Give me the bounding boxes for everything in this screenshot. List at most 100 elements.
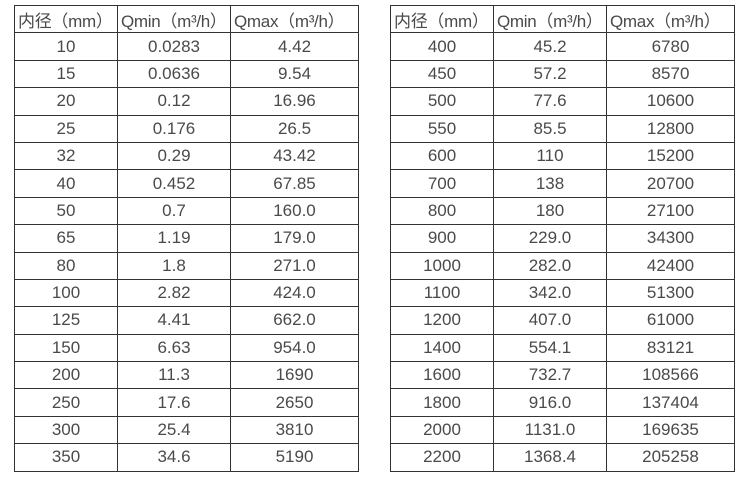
table-row: 25 0.176 26.5 [14, 114, 359, 143]
table-cell: 20700 [606, 169, 735, 198]
table-row: 450 57.2 8570 [390, 59, 735, 89]
table-cell: 179.0 [230, 224, 359, 253]
table-cell: 34300 [606, 224, 735, 253]
table-cell: 900 [390, 224, 494, 253]
table-cell: 1800 [390, 388, 494, 417]
table-cell: 11.3 [117, 361, 231, 390]
table-cell: 34.6 [117, 443, 231, 472]
table-row: 1100 342.0 51300 [390, 278, 735, 308]
table-row: 1200 407.0 61000 [390, 306, 735, 335]
table-cell: 26.5 [230, 114, 359, 143]
table-row: 250 17.6 2650 [14, 388, 359, 417]
table-row: 150 6.63 954.0 [14, 333, 359, 363]
table-cell: 15200 [606, 141, 735, 171]
table-cell: 1690 [230, 361, 359, 390]
table-cell: 6780 [606, 32, 735, 61]
column-header-qmin: Qmin（m³/h） [493, 4, 607, 34]
table-cell: 2.82 [117, 278, 231, 308]
column-header-inner-diameter: 内径（mm） [390, 4, 494, 34]
table-cell: 2200 [390, 443, 494, 472]
table-cell: 180 [493, 196, 607, 226]
table-row: 800 180 27100 [390, 196, 735, 226]
column-header-qmin: Qmin（m³/h） [117, 4, 231, 34]
table-row: 1800 916.0 137404 [390, 388, 735, 417]
table-cell: 8570 [606, 59, 735, 89]
table-cell: 27100 [606, 196, 735, 226]
table-cell: 5190 [230, 443, 359, 472]
table-cell: 342.0 [493, 278, 607, 308]
table-cell: 2650 [230, 388, 359, 417]
table-cell: 65 [14, 224, 118, 253]
table-cell: 110 [493, 141, 607, 171]
table-row: 15 0.0636 9.54 [14, 59, 359, 89]
table-row: 900 229.0 34300 [390, 224, 735, 253]
table-cell: 1.19 [117, 224, 231, 253]
flow-table-small-diameter: 内径（mm） Qmin（m³/h） Qmax（m³/h） 10 0.0283 4.4… [14, 4, 359, 472]
table-cell: 0.176 [117, 114, 231, 143]
table-cell: 3810 [230, 415, 359, 445]
table-cell: 0.29 [117, 141, 231, 171]
table-cell: 83121 [606, 333, 735, 363]
table-cell: 43.42 [230, 141, 359, 171]
table-row: 100 2.82 424.0 [14, 278, 359, 308]
column-header-qmax: Qmax（m³/h） [230, 4, 359, 34]
table-cell: 250 [14, 388, 118, 417]
table-cell: 10 [14, 32, 118, 61]
table-row: 50 0.7 160.0 [14, 196, 359, 226]
table-cell: 20 [14, 87, 118, 116]
table-cell: 1.8 [117, 251, 231, 280]
table-cell: 550 [390, 114, 494, 143]
table-cell: 1600 [390, 361, 494, 390]
table-cell: 0.12 [117, 87, 231, 116]
table-cell: 100 [14, 278, 118, 308]
table-cell: 4.41 [117, 306, 231, 335]
table-cell: 85.5 [493, 114, 607, 143]
table-cell: 61000 [606, 306, 735, 335]
table-cell: 57.2 [493, 59, 607, 89]
table-cell: 77.6 [493, 87, 607, 116]
table-row: 300 25.4 3810 [14, 415, 359, 445]
header-row: 内径（mm） Qmin（m³/h） Qmax（m³/h） [14, 4, 359, 34]
table-cell: 0.7 [117, 196, 231, 226]
table-cell: 25.4 [117, 415, 231, 445]
table-row: 2200 1368.4 205258 [390, 443, 735, 472]
table-cell: 350 [14, 443, 118, 472]
table-cell: 9.54 [230, 59, 359, 89]
table-cell: 40 [14, 169, 118, 198]
column-header-qmax: Qmax（m³/h） [606, 4, 735, 34]
table-row: 200 11.3 1690 [14, 361, 359, 390]
table-cell: 1000 [390, 251, 494, 280]
table-cell: 42400 [606, 251, 735, 280]
table-cell: 12800 [606, 114, 735, 143]
table-cell: 271.0 [230, 251, 359, 280]
table-cell: 200 [14, 361, 118, 390]
table-cell: 662.0 [230, 306, 359, 335]
table-row: 125 4.41 662.0 [14, 306, 359, 335]
table-row: 2000 1131.0 169635 [390, 415, 735, 445]
table-cell: 67.85 [230, 169, 359, 198]
table-row: 350 34.6 5190 [14, 443, 359, 472]
table-cell: 32 [14, 141, 118, 171]
table-cell: 2000 [390, 415, 494, 445]
table-cell: 17.6 [117, 388, 231, 417]
table-cell: 282.0 [493, 251, 607, 280]
table-cell: 1368.4 [493, 443, 607, 472]
table-cell: 700 [390, 169, 494, 198]
table-cell: 229.0 [493, 224, 607, 253]
table-row: 550 85.5 12800 [390, 114, 735, 143]
table-cell: 800 [390, 196, 494, 226]
table-cell: 108566 [606, 361, 735, 390]
table-cell: 150 [14, 333, 118, 363]
table-cell: 400 [390, 32, 494, 61]
table-cell: 1200 [390, 306, 494, 335]
table-cell: 15 [14, 59, 118, 89]
table-cell: 169635 [606, 415, 735, 445]
table-cell: 500 [390, 87, 494, 116]
table-row: 1600 732.7 108566 [390, 361, 735, 390]
table-row: 1000 282.0 42400 [390, 251, 735, 280]
table-cell: 4.42 [230, 32, 359, 61]
table-cell: 50 [14, 196, 118, 226]
table-row: 80 1.8 271.0 [14, 251, 359, 280]
table-cell: 0.0636 [117, 59, 231, 89]
table-cell: 205258 [606, 443, 735, 472]
